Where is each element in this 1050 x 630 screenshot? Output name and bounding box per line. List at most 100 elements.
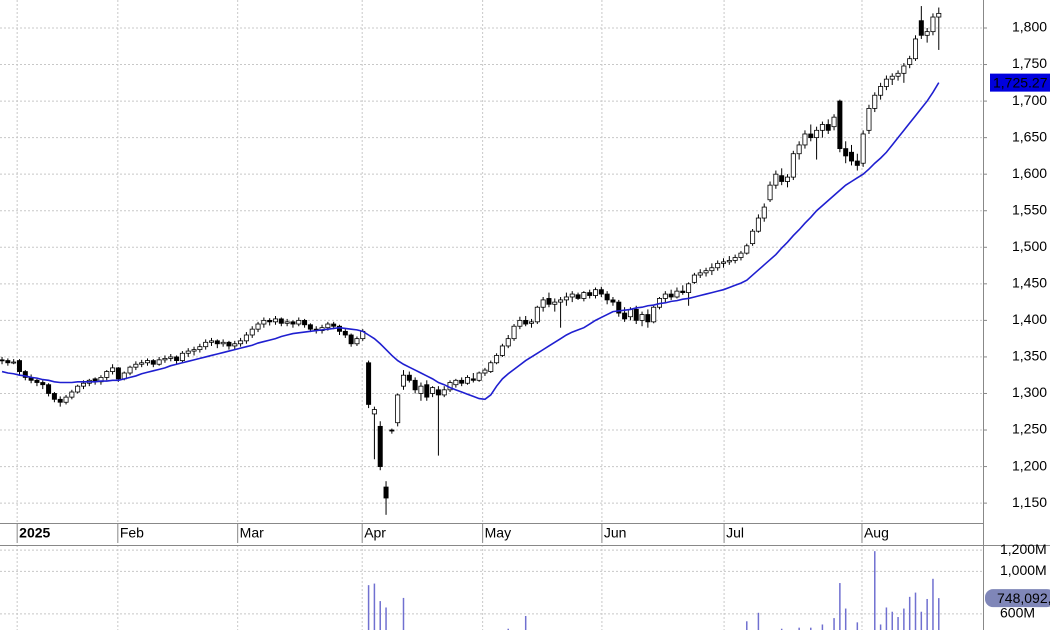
candle-body bbox=[790, 153, 796, 178]
candle-body bbox=[267, 319, 273, 323]
candle-body bbox=[819, 124, 825, 131]
candle-body bbox=[371, 409, 377, 415]
volume-tick-label: 1,000M bbox=[1000, 562, 1047, 578]
candle-body bbox=[115, 367, 121, 380]
candle-body bbox=[470, 378, 476, 381]
x-tick-label: 2025 bbox=[19, 525, 50, 541]
x-tick-label: Aug bbox=[864, 525, 889, 541]
candle-body bbox=[604, 293, 610, 301]
candle-body bbox=[529, 321, 535, 324]
candle-body bbox=[651, 306, 657, 323]
candle-body bbox=[878, 86, 884, 96]
candle-body bbox=[307, 324, 313, 330]
candle-body bbox=[779, 175, 785, 182]
labels: 1,150 1,200 1,250 1,300 1,350 1,400 1,450 1,500… bbox=[19, 19, 1050, 621]
candle-body bbox=[16, 360, 22, 372]
volume-tick-label: 600M bbox=[1000, 605, 1035, 621]
candle-body bbox=[709, 267, 715, 272]
candle-body bbox=[453, 379, 459, 386]
candle-body bbox=[558, 299, 564, 303]
candle-body bbox=[662, 293, 668, 299]
candle-body bbox=[179, 352, 185, 361]
candle-body bbox=[633, 309, 639, 321]
candle-body bbox=[104, 371, 110, 378]
candle-body bbox=[901, 65, 907, 74]
x-tick-label: May bbox=[485, 525, 511, 541]
candle-body bbox=[11, 361, 17, 364]
candle-body bbox=[907, 58, 913, 65]
candle-body bbox=[75, 385, 81, 393]
price-tag-label: 1,725.27 bbox=[993, 74, 1048, 90]
candle-body bbox=[883, 78, 889, 87]
y-tick-label: 1,600 bbox=[1012, 165, 1047, 181]
y-tick-label: 1,300 bbox=[1012, 384, 1047, 400]
candle-body bbox=[755, 217, 761, 232]
candle-body bbox=[395, 394, 401, 424]
y-tick-label: 1,450 bbox=[1012, 275, 1047, 291]
candle-body bbox=[366, 362, 372, 405]
candle-body bbox=[354, 338, 360, 345]
candle-body bbox=[284, 321, 290, 324]
candle-body bbox=[272, 318, 278, 323]
candle-body bbox=[697, 272, 703, 276]
candle-body bbox=[412, 379, 418, 391]
candle-body bbox=[249, 328, 255, 336]
candle-body bbox=[203, 341, 209, 348]
candle-body bbox=[802, 133, 808, 146]
candle-body bbox=[744, 245, 750, 254]
candle-body bbox=[808, 133, 814, 139]
candle-body bbox=[459, 379, 465, 384]
candle-body bbox=[336, 325, 342, 332]
candle-body bbox=[918, 20, 924, 36]
y-tick-label: 1,700 bbox=[1012, 92, 1047, 108]
candle-body bbox=[587, 292, 593, 296]
candle-body bbox=[761, 206, 767, 219]
candle-body bbox=[703, 270, 709, 274]
candle-body bbox=[290, 321, 296, 325]
candle-body bbox=[325, 323, 331, 329]
candle-body bbox=[785, 176, 791, 182]
candle-body bbox=[796, 144, 802, 155]
candle-body bbox=[849, 151, 855, 162]
x-tick-label: Feb bbox=[120, 525, 144, 541]
candle-body bbox=[22, 371, 28, 378]
candle-body bbox=[51, 393, 57, 400]
y-tick-label: 1,500 bbox=[1012, 238, 1047, 254]
candle-body bbox=[40, 382, 46, 386]
candle-body bbox=[0, 359, 5, 362]
candle-body bbox=[69, 391, 75, 398]
candle-body bbox=[232, 343, 238, 347]
candle-body bbox=[226, 341, 232, 347]
candle-body bbox=[691, 274, 697, 283]
y-tick-label: 1,800 bbox=[1012, 19, 1047, 35]
candle-body bbox=[208, 340, 214, 343]
candle-body bbox=[622, 312, 628, 320]
candle-body bbox=[435, 389, 441, 396]
candle-body bbox=[162, 357, 168, 361]
candle-body bbox=[668, 293, 674, 298]
candle-body bbox=[674, 290, 680, 298]
volume-tick-label: 1,200M bbox=[1000, 541, 1047, 557]
candle-body bbox=[127, 366, 133, 374]
candle-body bbox=[563, 296, 569, 301]
candle-body bbox=[80, 382, 86, 387]
x-tick-label: Jun bbox=[604, 525, 627, 541]
candle-body bbox=[57, 398, 63, 403]
y-tick-label: 1,400 bbox=[1012, 311, 1047, 327]
candle-body bbox=[575, 294, 581, 299]
candle-body bbox=[540, 299, 546, 308]
candle-body bbox=[872, 94, 878, 109]
candle-body bbox=[168, 356, 174, 359]
candle-body bbox=[383, 486, 389, 499]
candle-body bbox=[139, 362, 145, 365]
candle-body bbox=[499, 345, 505, 356]
candle-body bbox=[546, 298, 552, 305]
candle-body bbox=[150, 360, 156, 365]
candle-body bbox=[715, 262, 721, 269]
grid bbox=[0, 0, 987, 630]
candle-body bbox=[523, 319, 529, 325]
x-tick-label: Apr bbox=[364, 525, 386, 541]
candle-body bbox=[686, 283, 692, 294]
candle-body bbox=[930, 16, 936, 33]
candle-body bbox=[144, 360, 150, 364]
